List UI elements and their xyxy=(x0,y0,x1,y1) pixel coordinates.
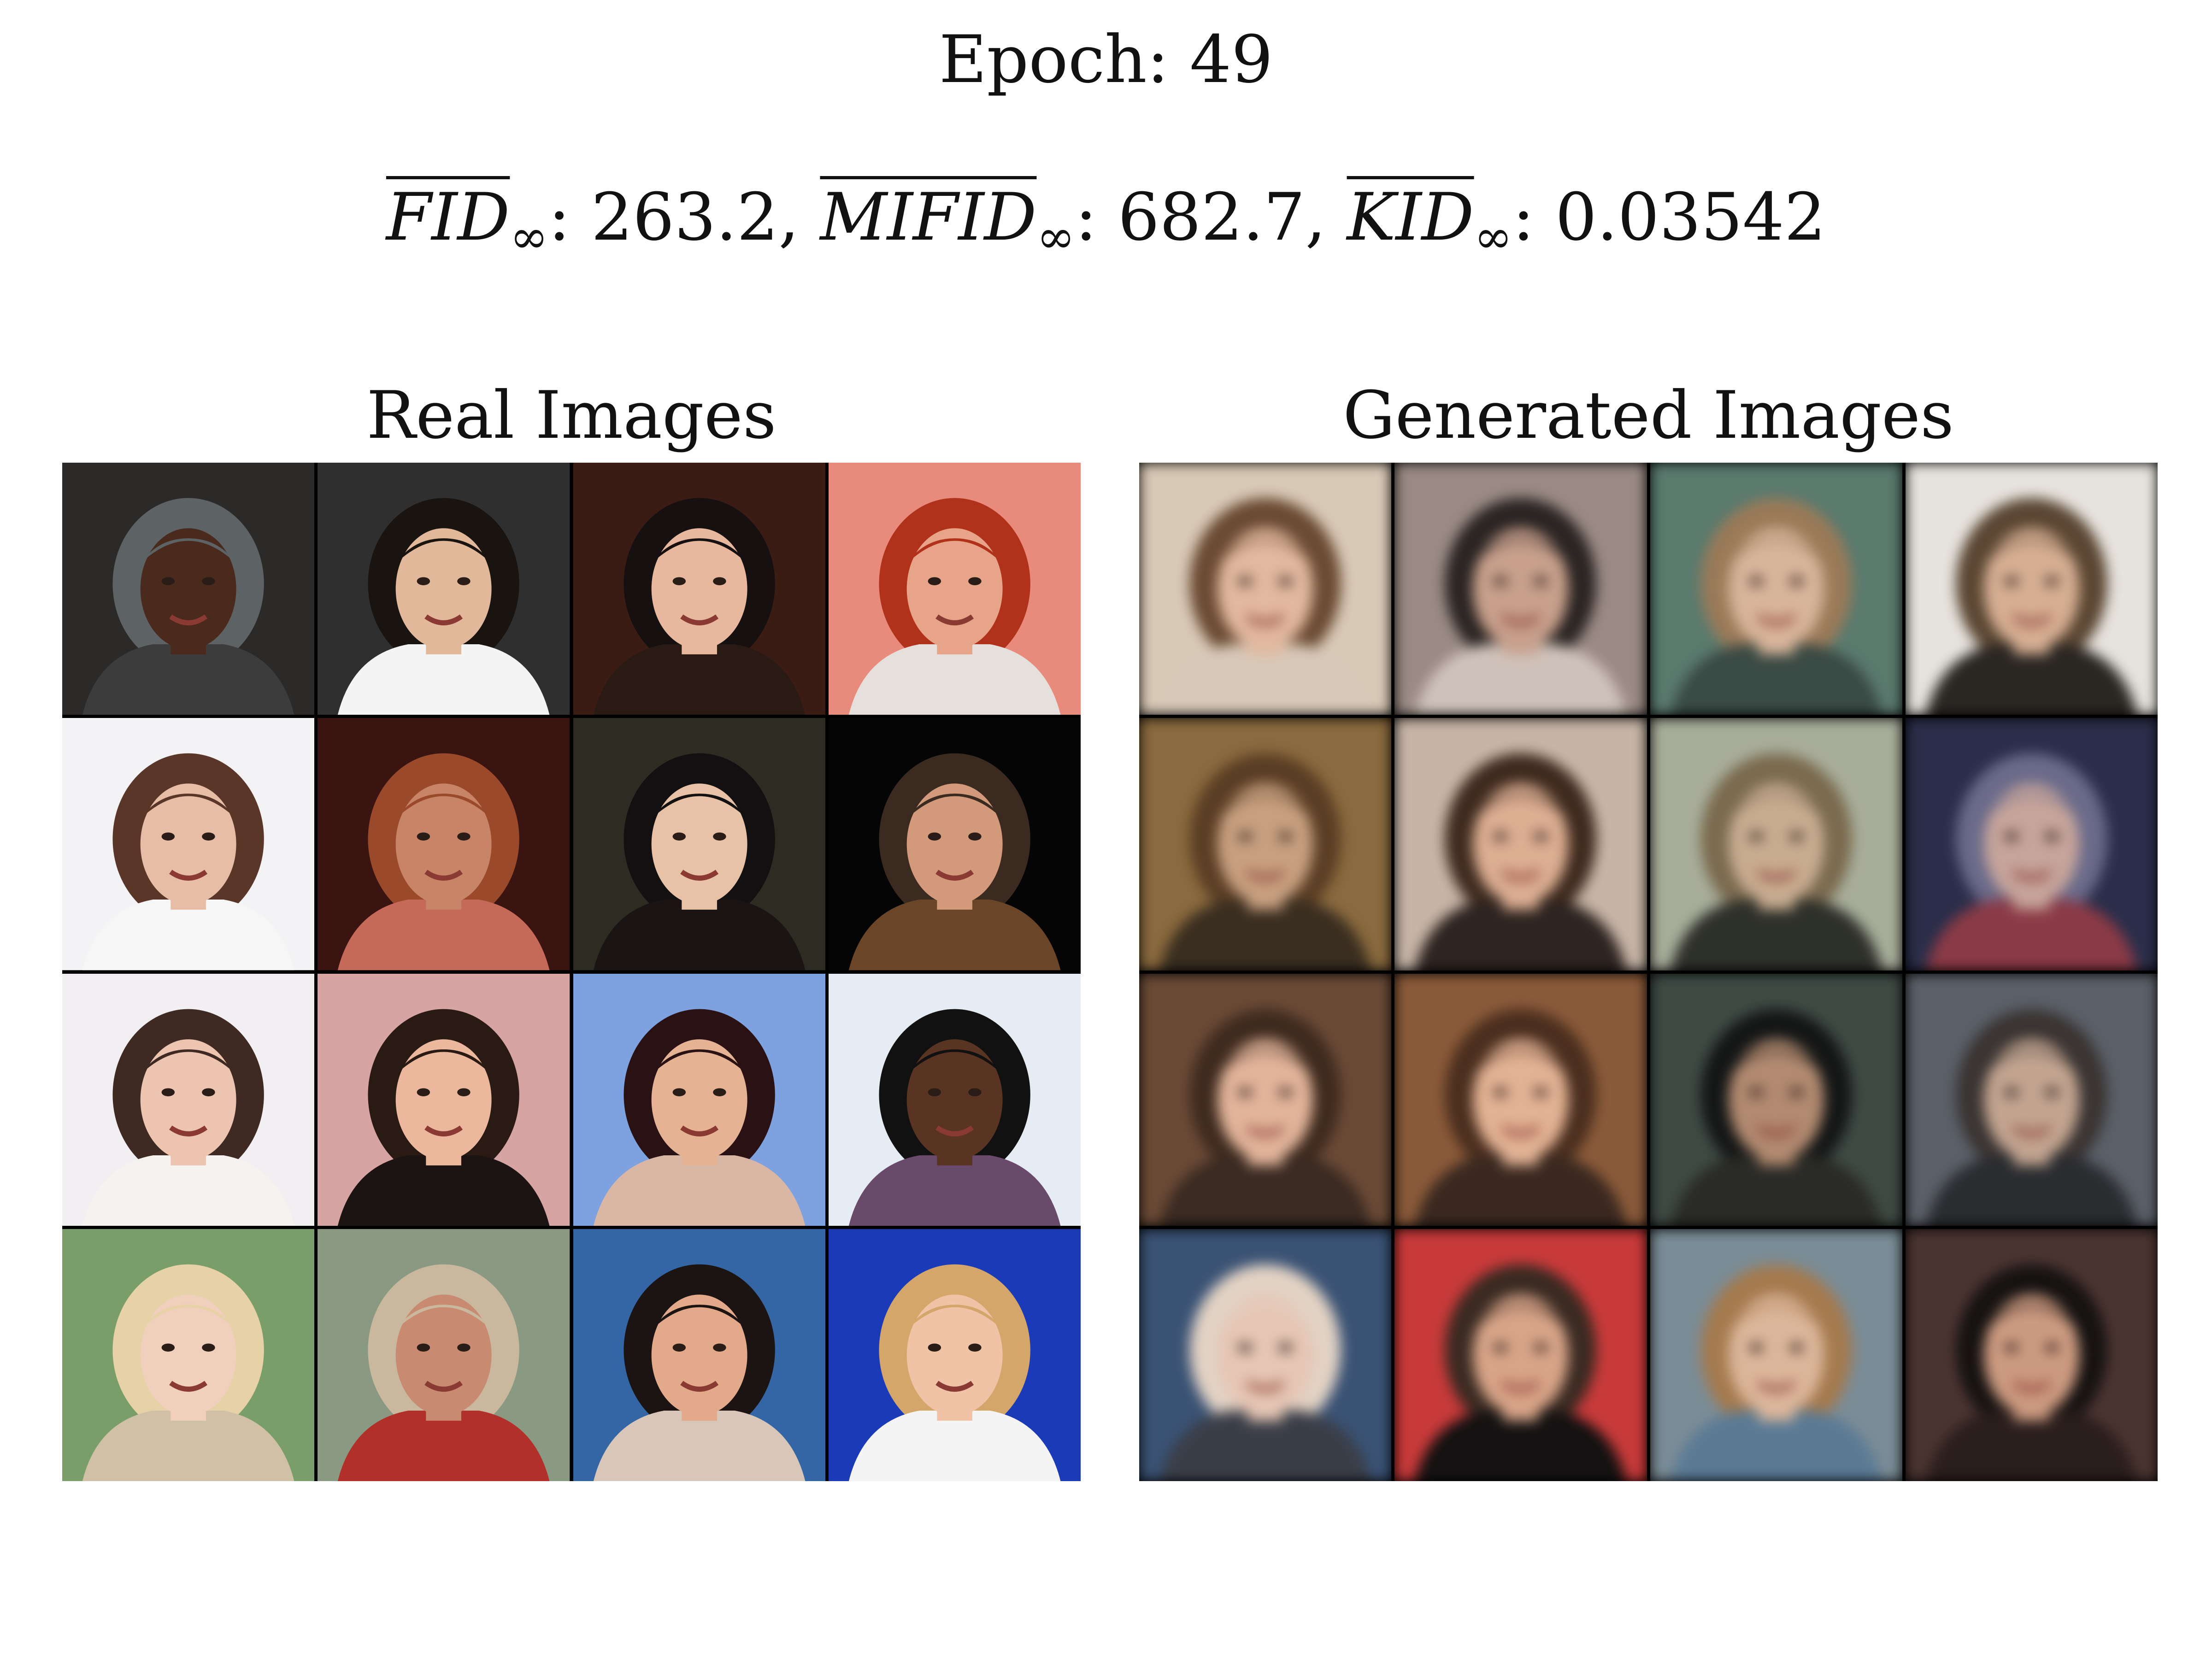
epoch-title: Epoch: 49 xyxy=(939,22,1273,98)
generated-image-portrait xyxy=(1650,1229,1902,1481)
real-image-tile-9 xyxy=(62,973,315,1226)
generated-image-tile-14 xyxy=(1394,1229,1647,1481)
generated-image-portrait xyxy=(1394,973,1647,1226)
real-image-tile-12 xyxy=(828,973,1081,1226)
real-image-portrait xyxy=(318,973,570,1226)
generated-image-tile-10 xyxy=(1394,973,1647,1226)
generated-image-portrait xyxy=(1394,1229,1647,1481)
generated-image-portrait xyxy=(1650,973,1902,1226)
real-image-tile-5 xyxy=(62,718,315,971)
real-image-tile-10 xyxy=(318,973,570,1226)
real-image-portrait xyxy=(573,1229,825,1481)
generated-image-portrait xyxy=(1139,718,1392,971)
real-image-portrait xyxy=(318,463,570,715)
generated-image-portrait xyxy=(1139,973,1392,1226)
real-image-portrait xyxy=(62,718,315,971)
generated-image-portrait xyxy=(1905,463,2158,715)
generated-image-tile-5 xyxy=(1139,718,1392,971)
metric-separator: , xyxy=(1305,179,1347,255)
mifid-metric: MIFID∞: 682.7, xyxy=(820,179,1347,264)
generated-image-portrait xyxy=(1394,718,1647,971)
generated-image-tile-11 xyxy=(1650,973,1902,1226)
kid-value: 0.03542 xyxy=(1555,179,1826,255)
generated-image-tile-7 xyxy=(1650,718,1902,971)
mifid-value: 682.7 xyxy=(1118,179,1306,255)
real-image-portrait xyxy=(62,973,315,1226)
real-image-tile-1 xyxy=(62,463,315,715)
kid-subscript: ∞ xyxy=(1474,210,1512,264)
real-image-tile-8 xyxy=(828,718,1081,971)
real-image-portrait xyxy=(828,718,1081,971)
real-image-tile-16 xyxy=(828,1229,1081,1481)
kid-metric: KID∞: 0.03542 xyxy=(1347,179,1826,264)
metric-separator: , xyxy=(778,179,820,255)
generated-image-tile-15 xyxy=(1650,1229,1902,1481)
real-images-title: Real Images xyxy=(366,377,777,453)
real-image-tile-6 xyxy=(318,718,570,971)
generated-image-portrait xyxy=(1139,463,1392,715)
generated-image-tile-13 xyxy=(1139,1229,1392,1481)
mifid-label: MIFID xyxy=(820,179,1037,255)
real-image-tile-3 xyxy=(573,463,825,715)
generated-image-portrait xyxy=(1394,463,1647,715)
real-image-tile-4 xyxy=(828,463,1081,715)
fid-metric: FID∞: 263.2, xyxy=(386,179,820,264)
generated-image-tile-16 xyxy=(1905,1229,2158,1481)
real-image-tile-13 xyxy=(62,1229,315,1481)
generated-image-tile-6 xyxy=(1394,718,1647,971)
real-image-tile-2 xyxy=(318,463,570,715)
generated-image-portrait xyxy=(1905,1229,2158,1481)
real-image-tile-14 xyxy=(318,1229,570,1481)
real-image-portrait xyxy=(828,463,1081,715)
mifid-subscript: ∞ xyxy=(1036,210,1075,264)
real-image-portrait xyxy=(62,1229,315,1481)
generated-image-tile-9 xyxy=(1139,973,1392,1226)
real-image-tile-15 xyxy=(573,1229,825,1481)
real-image-tile-11 xyxy=(573,973,825,1226)
generated-image-tile-3 xyxy=(1650,463,1902,715)
generated-image-tile-1 xyxy=(1139,463,1392,715)
real-image-portrait xyxy=(318,718,570,971)
real-image-portrait xyxy=(573,463,825,715)
real-image-portrait xyxy=(573,718,825,971)
generated-image-portrait xyxy=(1650,463,1902,715)
kid-label: KID xyxy=(1347,179,1474,255)
real-image-portrait xyxy=(62,463,315,715)
metrics-line: FID∞: 263.2, MIFID∞: 682.7, KID∞: 0.0354… xyxy=(0,171,2212,283)
real-image-portrait xyxy=(573,973,825,1226)
generated-image-portrait xyxy=(1139,1229,1392,1481)
real-image-portrait xyxy=(828,1229,1081,1481)
generated-image-portrait xyxy=(1650,718,1902,971)
fid-subscript: ∞ xyxy=(510,210,548,264)
real-image-portrait xyxy=(828,973,1081,1226)
real-image-tile-7 xyxy=(573,718,825,971)
generated-image-tile-4 xyxy=(1905,463,2158,715)
real-images-grid xyxy=(62,463,1081,1481)
generated-images-grid xyxy=(1139,463,2158,1481)
generated-image-tile-8 xyxy=(1905,718,2158,971)
generated-image-portrait xyxy=(1905,718,2158,971)
generated-image-tile-2 xyxy=(1394,463,1647,715)
real-image-portrait xyxy=(318,1229,570,1481)
fid-label: FID xyxy=(386,179,510,255)
generated-image-tile-12 xyxy=(1905,973,2158,1226)
generated-images-title: Generated Images xyxy=(1343,377,1954,453)
generated-image-portrait xyxy=(1905,973,2158,1226)
fid-value: 263.2 xyxy=(591,179,779,255)
